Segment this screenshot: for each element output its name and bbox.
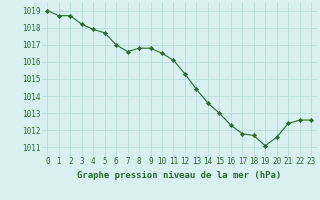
X-axis label: Graphe pression niveau de la mer (hPa): Graphe pression niveau de la mer (hPa) (77, 171, 281, 180)
